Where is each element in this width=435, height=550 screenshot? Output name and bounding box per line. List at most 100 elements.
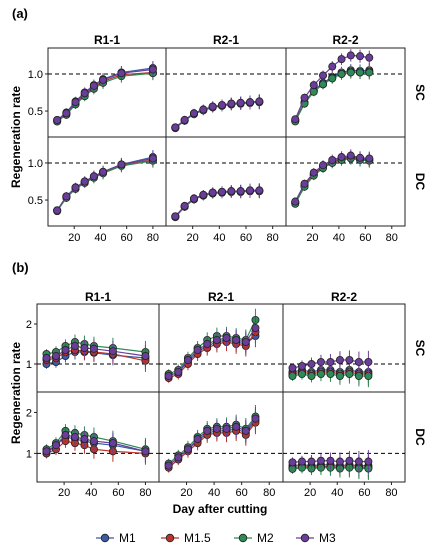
legend-key-marker bbox=[238, 533, 248, 543]
x-tick-label: 40 bbox=[85, 487, 97, 499]
facet-panel bbox=[47, 136, 167, 227]
data-point-M2 bbox=[364, 371, 373, 380]
data-point-M3 bbox=[53, 115, 62, 124]
y-axis-label: Regeneration rate bbox=[9, 86, 23, 188]
data-point-M3 bbox=[212, 335, 221, 344]
facet-row-label: SC bbox=[413, 340, 427, 357]
x-tick-label: 60 bbox=[240, 232, 252, 244]
data-point-M3 bbox=[222, 424, 231, 433]
data-point-M3 bbox=[241, 426, 250, 435]
data-point-M3 bbox=[62, 109, 71, 118]
x-tick-label: 40 bbox=[213, 232, 225, 244]
y-tick-label: 1 bbox=[26, 359, 32, 371]
legend-key-marker bbox=[100, 533, 110, 543]
data-point-M3 bbox=[316, 456, 325, 465]
data-point-M3 bbox=[61, 345, 70, 354]
x-tick-label: 80 bbox=[267, 232, 279, 244]
facet-column-title: R2-1 bbox=[208, 290, 234, 304]
data-point-M3 bbox=[62, 192, 71, 201]
x-tick-label: 20 bbox=[180, 487, 192, 499]
data-point-M3 bbox=[89, 81, 98, 90]
data-point-M3 bbox=[346, 51, 355, 60]
data-point-M3 bbox=[117, 69, 126, 78]
x-tick-label: 80 bbox=[147, 232, 159, 244]
x-axis-label: Day after cutting bbox=[173, 502, 268, 516]
x-tick-label: 60 bbox=[358, 487, 370, 499]
data-point-M3 bbox=[328, 155, 337, 164]
facet-panel bbox=[158, 303, 284, 393]
x-tick-label: 20 bbox=[68, 232, 80, 244]
y-tick-label: 1 bbox=[26, 448, 32, 460]
facet-column-title: R1-1 bbox=[85, 290, 111, 304]
y-tick-label: 0.5 bbox=[28, 195, 43, 207]
legend-label: M3 bbox=[319, 531, 336, 545]
data-point-M3 bbox=[70, 341, 79, 350]
facet-column-title: R2-2 bbox=[332, 33, 358, 47]
data-point-M3 bbox=[309, 168, 318, 177]
legend-label: M1.5 bbox=[184, 531, 211, 545]
data-point-M3 bbox=[288, 363, 297, 372]
series-line-M1.5 bbox=[168, 331, 256, 379]
data-point-M3 bbox=[245, 98, 254, 107]
x-tick-label: 20 bbox=[306, 232, 318, 244]
x-tick-label: 40 bbox=[94, 232, 106, 244]
y-axis-label: Regeneration rate bbox=[9, 342, 23, 444]
facet-panel bbox=[36, 303, 160, 393]
data-point-M3 bbox=[255, 186, 264, 195]
y-tick-label: 1.0 bbox=[28, 158, 43, 170]
data-point-M3 bbox=[164, 461, 173, 470]
data-point-M3 bbox=[61, 430, 70, 439]
data-point-M2 bbox=[307, 371, 316, 380]
data-point-M3 bbox=[199, 190, 208, 199]
data-point-M3 bbox=[365, 154, 374, 163]
data-point-M3 bbox=[189, 109, 198, 118]
data-point-M3 bbox=[335, 457, 344, 466]
x-tick-label: 60 bbox=[121, 232, 133, 244]
data-point-M3 bbox=[99, 167, 108, 176]
data-point-M3 bbox=[300, 179, 309, 188]
data-point-M2 bbox=[326, 369, 335, 378]
data-point-M3 bbox=[183, 445, 192, 454]
x-tick-label: 60 bbox=[112, 487, 124, 499]
x-tick-label: 60 bbox=[359, 232, 371, 244]
data-point-M2 bbox=[337, 69, 346, 78]
facet-column-title: R2-1 bbox=[213, 33, 239, 47]
legend-label: M2 bbox=[257, 531, 274, 545]
data-point-M3 bbox=[108, 347, 117, 356]
facet-panel bbox=[285, 47, 406, 138]
data-point-M2 bbox=[316, 369, 325, 378]
data-point-M3 bbox=[180, 201, 189, 210]
data-point-M3 bbox=[42, 353, 51, 362]
data-point-M3 bbox=[70, 432, 79, 441]
data-point-M2 bbox=[346, 68, 355, 77]
facet-row-label: DC bbox=[413, 428, 427, 446]
facet-panel bbox=[282, 303, 406, 393]
legend-key-marker bbox=[300, 533, 310, 543]
legend-key-marker bbox=[165, 533, 175, 543]
data-point-M3 bbox=[319, 71, 328, 80]
data-point-M3 bbox=[89, 437, 98, 446]
data-point-M3 bbox=[141, 447, 150, 456]
data-point-M3 bbox=[171, 212, 180, 221]
series-line-M3 bbox=[174, 100, 260, 128]
y-tick-label: 1.0 bbox=[28, 69, 43, 81]
data-point-M3 bbox=[212, 424, 221, 433]
data-point-M2 bbox=[288, 371, 297, 380]
data-point-M3 bbox=[245, 186, 254, 195]
data-point-M3 bbox=[326, 456, 335, 465]
data-point-M3 bbox=[203, 339, 212, 348]
data-point-M3 bbox=[255, 97, 264, 106]
data-point-M3 bbox=[232, 422, 241, 431]
series-line-M2 bbox=[168, 416, 256, 465]
facet-panel bbox=[158, 391, 284, 483]
data-point-M3 bbox=[227, 187, 236, 196]
x-tick-label: 80 bbox=[385, 487, 397, 499]
series-line-M2 bbox=[174, 101, 260, 129]
x-tick-label: 40 bbox=[208, 487, 220, 499]
data-point-M3 bbox=[89, 172, 98, 181]
data-point-M2 bbox=[354, 371, 363, 380]
data-point-M3 bbox=[199, 105, 208, 114]
x-tick-label: 20 bbox=[304, 487, 316, 499]
series-line-M2 bbox=[168, 319, 256, 375]
